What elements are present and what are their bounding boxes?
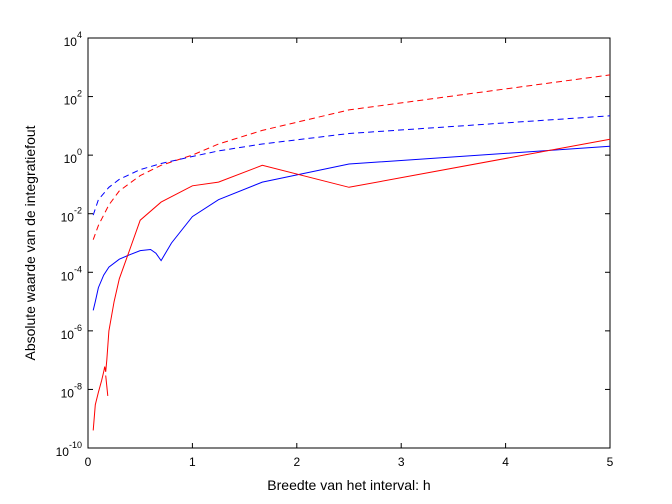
x-tick-label: 3 [398, 455, 405, 469]
y-tick-base: 10 [61, 211, 75, 225]
series-line-1 [92, 115, 611, 216]
y-tick-exponent: -4 [74, 264, 82, 274]
y-tick-exponent: 2 [77, 89, 82, 99]
y-tick-base: 10 [56, 445, 70, 459]
y-tick-label: 10-10 [56, 440, 82, 459]
x-tick-label: 4 [502, 455, 509, 469]
series-line-2 [92, 145, 611, 311]
y-tick-label: 10-4 [61, 264, 82, 283]
x-tick-labels: 0 1 2 3 4 5 [85, 455, 614, 469]
y-tick-label: 104 [64, 30, 82, 49]
series-line-3 [92, 138, 611, 431]
series-line-4 [105, 375, 109, 396]
series-line-0 [92, 74, 611, 240]
y-tick-label: 10-2 [61, 206, 82, 225]
y-axis-label: Absolute waarde van de integratiefout [22, 125, 38, 360]
x-tick-label: 1 [189, 455, 196, 469]
y-tick-exponent: 4 [77, 30, 82, 40]
y-tick-exponent: -10 [69, 440, 82, 450]
y-tick-label: 100 [64, 147, 82, 166]
y-tick-exponent: 0 [77, 147, 82, 157]
tick-layer [87, 37, 611, 449]
y-tick-label: 102 [64, 89, 82, 108]
x-tick-label: 0 [85, 455, 92, 469]
y-tick-label: 10-8 [61, 381, 82, 400]
plot-area [87, 37, 611, 449]
y-tick-base: 10 [61, 269, 75, 283]
y-tick-base: 10 [61, 386, 75, 400]
y-tick-exponent: -6 [74, 323, 82, 333]
series-layer [92, 74, 611, 431]
y-tick-label: 10-6 [61, 323, 82, 342]
y-tick-exponent: -2 [74, 206, 82, 216]
y-tick-base: 10 [64, 94, 78, 108]
y-tick-base: 10 [64, 35, 78, 49]
x-tick-label: 5 [607, 455, 614, 469]
x-tick-label: 2 [293, 455, 300, 469]
y-tick-base: 10 [64, 152, 78, 166]
y-tick-base: 10 [61, 328, 75, 342]
y-tick-exponent: -8 [74, 381, 82, 391]
x-axis-label: Breedte van het interval: h [267, 477, 430, 493]
